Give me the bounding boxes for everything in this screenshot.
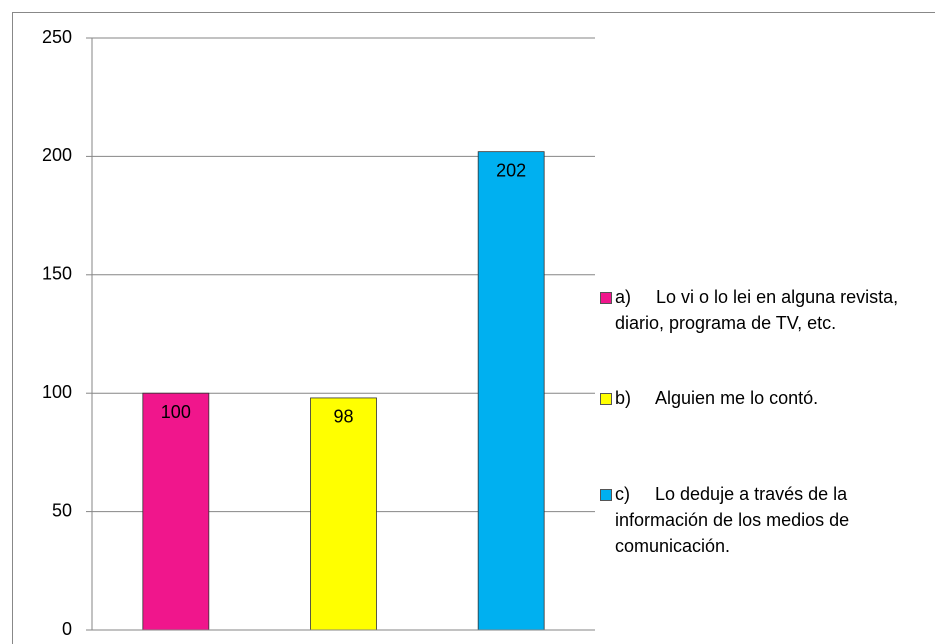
bar — [142, 392, 210, 631]
legend-label: c) Lo deduje a través de la información … — [615, 484, 855, 556]
legend-swatch — [600, 292, 612, 304]
legend-swatch — [600, 489, 612, 501]
bar — [477, 151, 545, 631]
data-label: 202 — [496, 160, 526, 180]
data-label: 100 — [161, 402, 191, 422]
data-label: 98 — [333, 407, 353, 427]
bar — [310, 397, 377, 631]
legend-entry: c) Lo deduje a través de la información … — [600, 481, 930, 559]
y-tick-label: 200 — [42, 145, 72, 165]
y-tick-label: 100 — [42, 382, 72, 402]
legend-label: b) Alguien me lo contó. — [615, 388, 819, 408]
legend-entry: a) Lo vi o lo lei en alguna revista, dia… — [600, 284, 930, 336]
y-tick-label: 50 — [52, 500, 72, 520]
y-tick-label: 0 — [62, 619, 72, 639]
y-tick-label: 150 — [42, 264, 72, 284]
legend-swatch — [600, 393, 612, 405]
legend-entry: b) Alguien me lo contó. — [600, 385, 930, 411]
y-tick-label: 250 — [42, 27, 72, 47]
legend-label: a) Lo vi o lo lei en alguna revista, dia… — [615, 287, 904, 333]
